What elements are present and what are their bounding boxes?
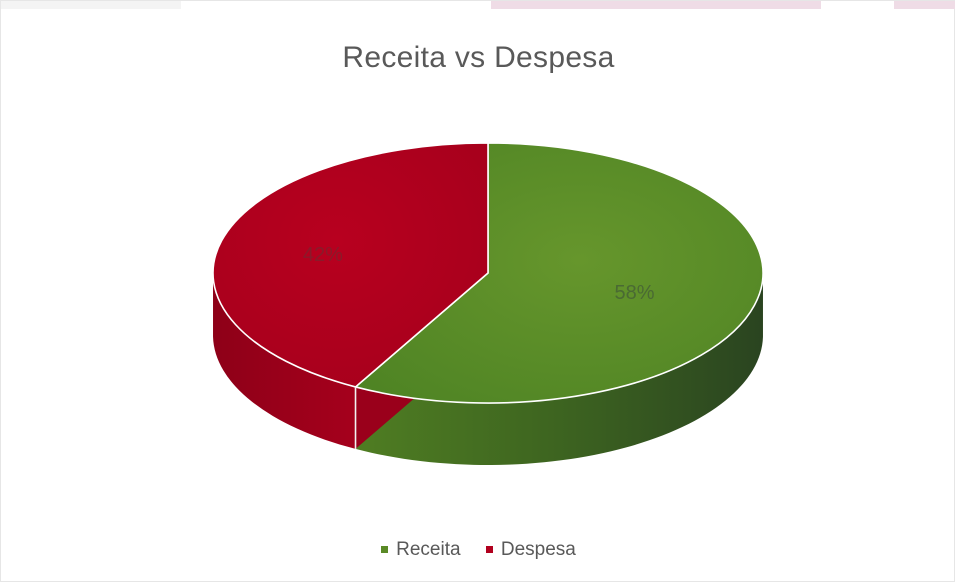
- legend-item-despesa: Despesa: [485, 538, 576, 561]
- legend-label-despesa: Despesa: [500, 538, 576, 560]
- data-label-receita: 58%: [614, 282, 654, 304]
- slice-top-receita: [354, 142, 764, 404]
- data-label-despesa: 42%: [303, 244, 343, 266]
- top-border-strip: [1, 1, 955, 11]
- pie-layer: 58% 42%: [212, 142, 764, 465]
- slice-top-despesa: [212, 142, 489, 388]
- legend-label-receita: Receita: [396, 538, 461, 560]
- chart-title: Receita vs Despesa: [342, 41, 615, 74]
- legend-swatch-despesa: [485, 546, 493, 553]
- slice-side-despesa: [213, 274, 356, 449]
- slice-side-receita: [355, 274, 763, 465]
- legend-item-receita: Receita: [381, 538, 461, 561]
- legend: Receita Despesa: [1, 537, 955, 561]
- legend-swatch-receita: [381, 546, 389, 553]
